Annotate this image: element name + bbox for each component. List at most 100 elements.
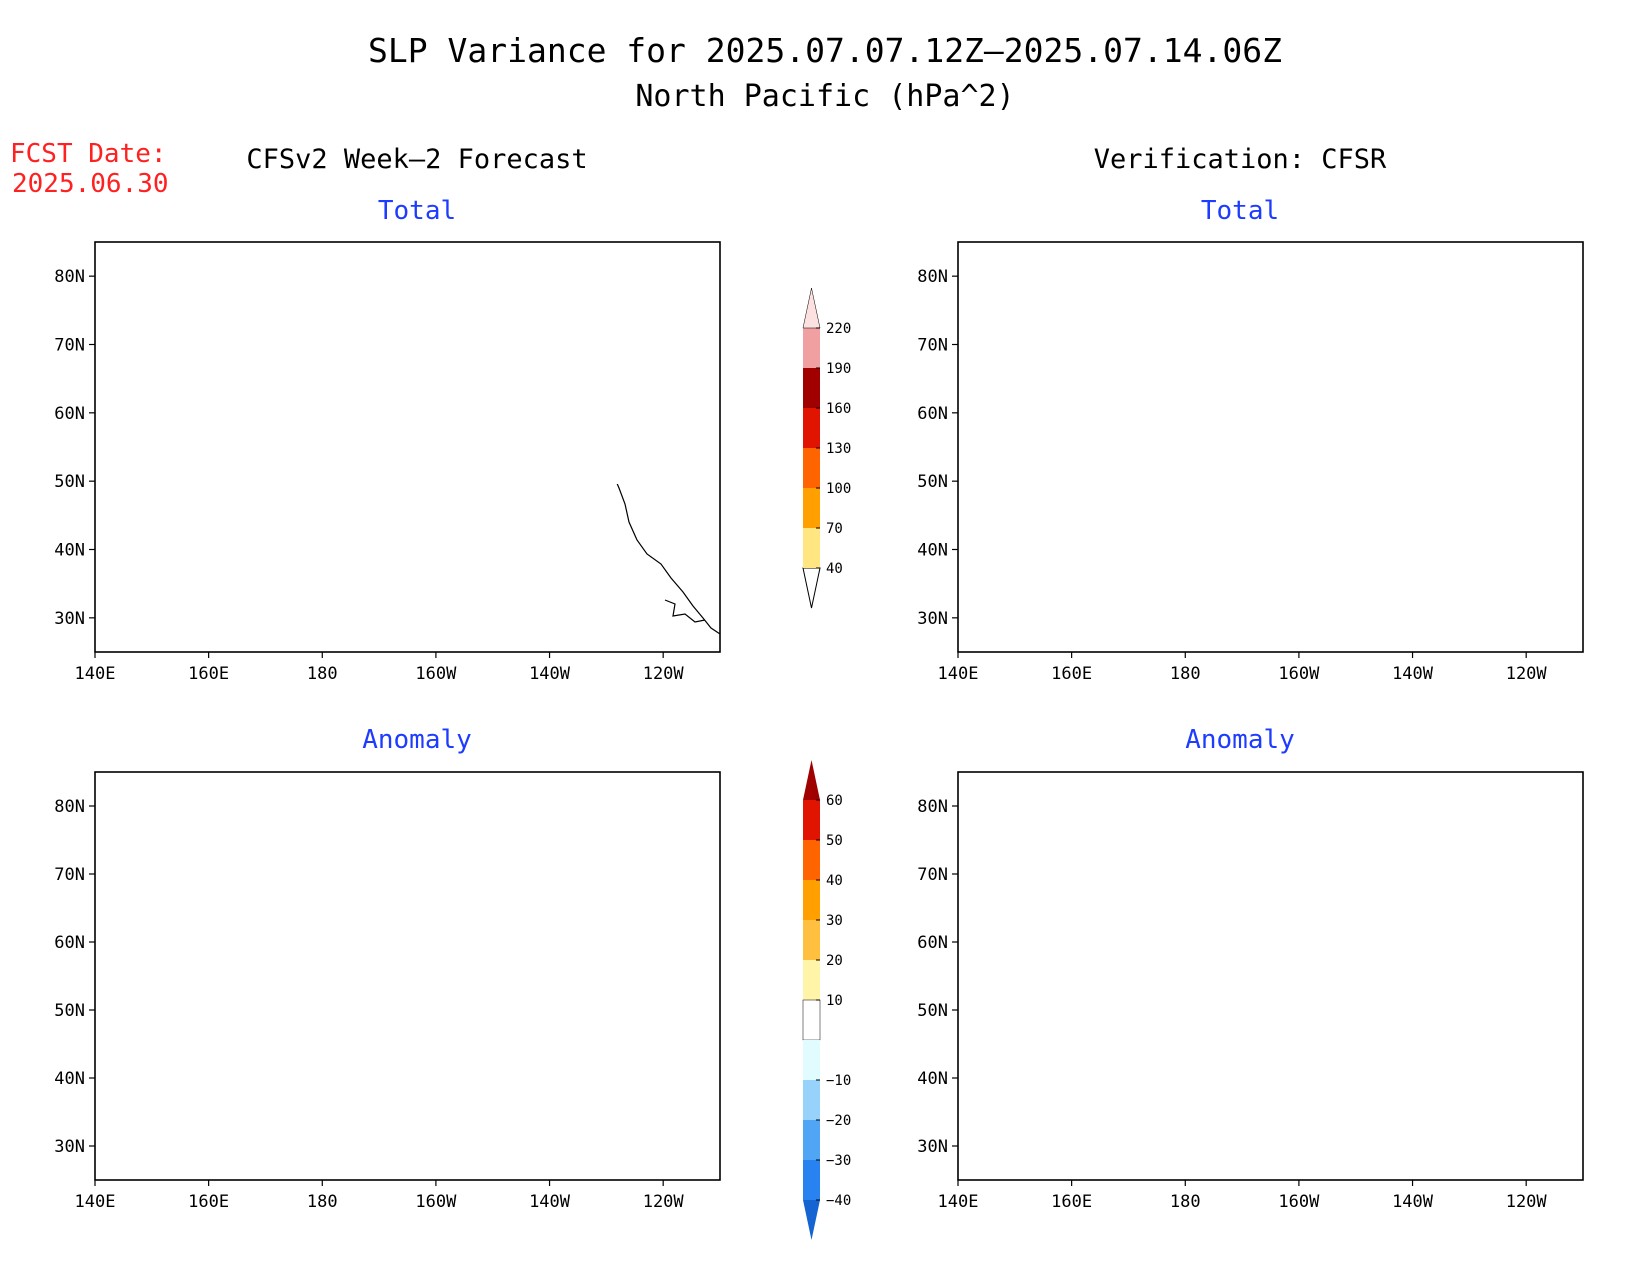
lon-tick-label: 140E <box>75 1192 116 1212</box>
fcst-date-label: FCST Date: <box>10 139 167 169</box>
colorbar-total-box <box>803 328 820 368</box>
lon-tick-label: 140W <box>1392 1192 1434 1212</box>
lon-tick-label: 160E <box>1051 664 1092 684</box>
verif-total-title: Total <box>1201 196 1279 226</box>
colorbar-anomaly-box <box>803 1080 820 1120</box>
fcst-date-value: 2025.06.30 <box>12 169 169 199</box>
colorbar-anomaly-label: 60 <box>826 793 843 809</box>
lat-tick-label: 70N <box>54 336 85 356</box>
colorbar-total-label: 190 <box>826 361 851 377</box>
verification-column-title: Verification: CFSR <box>1094 144 1387 175</box>
colorbar-total-box <box>803 408 820 448</box>
lat-tick-label: 50N <box>54 1001 85 1021</box>
lon-tick-label: 140W <box>1392 664 1434 684</box>
colorbar-anomaly-box <box>803 920 820 960</box>
lat-tick-label: 70N <box>54 865 85 885</box>
lat-tick-label: 40N <box>54 1069 85 1089</box>
figure-title-line1: SLP Variance for 2025.07.07.12Z–2025.07.… <box>368 31 1282 70</box>
forecast-total-title: Total <box>378 196 456 226</box>
lat-tick-label: 30N <box>54 609 85 629</box>
colorbar-total-box <box>803 488 820 528</box>
lat-tick-label: 30N <box>917 609 948 629</box>
verif-total-map: 80N 70N 60N 50N 40N 30N 140E 160E 180 160W 140W 12… <box>917 241 1584 684</box>
colorbar-total-label: 100 <box>826 481 851 497</box>
colorbar-anomaly-label: −30 <box>826 1153 851 1169</box>
colorbar-total-box <box>803 368 820 408</box>
lat-tick-label: 60N <box>54 404 85 424</box>
lon-tick-label: 180 <box>307 664 338 684</box>
colorbar-anomaly: 60 50 40 30 20 10 −10 −20 −30 −40 <box>802 760 851 1240</box>
lon-tick-label: 120W <box>1506 1192 1548 1212</box>
colorbar-total-label: 130 <box>826 441 851 457</box>
lat-tick-label: 40N <box>917 1069 948 1089</box>
lon-tick-label: 140W <box>529 664 571 684</box>
lat-tick-label: 50N <box>917 1001 948 1021</box>
colorbar-anomaly-box <box>803 1120 820 1160</box>
colorbar-anomaly-box <box>802 999 821 1041</box>
lon-tick-label: 120W <box>643 664 685 684</box>
verif-anomaly-map: 80N 70N 60N 50N 40N 30N 140E 160E 180 160W 140W 12… <box>917 771 1584 1212</box>
lon-tick-label: 160W <box>415 1192 457 1212</box>
lon-tick-label: 160W <box>1278 1192 1320 1212</box>
colorbar-anomaly-label: 10 <box>826 993 843 1009</box>
lat-tick-label: 80N <box>54 797 85 817</box>
forecast-total-map: 80N 70N 60N 50N 40N 30N 140E 160E 180 160W 140W 12… <box>54 241 721 684</box>
lon-tick-label: 160E <box>188 1192 229 1212</box>
lat-tick-label: 30N <box>54 1137 85 1157</box>
lat-tick-label: 30N <box>917 1137 948 1157</box>
forecast-anomaly-title: Anomaly <box>362 725 472 755</box>
lon-tick-label: 140E <box>75 664 116 684</box>
lon-tick-label: 180 <box>307 1192 338 1212</box>
colorbar-anomaly-box <box>803 960 820 1000</box>
lat-tick-label: 80N <box>917 797 948 817</box>
lat-tick-label: 50N <box>917 472 948 492</box>
lon-tick-label: 180 <box>1170 664 1201 684</box>
lat-tick-label: 80N <box>54 267 85 287</box>
colorbar-total-low-end <box>802 567 821 609</box>
lon-tick-label: 140W <box>529 1192 571 1212</box>
lon-tick-label: 140E <box>938 1192 979 1212</box>
lat-tick-label: 60N <box>54 933 85 953</box>
colorbar-total-box <box>803 448 820 488</box>
colorbar-anomaly-label: 20 <box>826 953 843 969</box>
colorbar-total-box <box>803 528 820 568</box>
colorbar-anomaly-box <box>803 800 820 840</box>
colorbar-anomaly-low-end <box>803 1200 820 1240</box>
lon-tick-label: 160W <box>415 664 457 684</box>
lat-tick-label: 50N <box>54 472 85 492</box>
colorbar-anomaly-label: −10 <box>826 1073 851 1089</box>
lat-tick-label: 60N <box>917 933 948 953</box>
colorbar-total-label: 40 <box>826 561 843 577</box>
colorbar-total-label: 160 <box>826 401 851 417</box>
lat-tick-label: 70N <box>917 336 948 356</box>
colorbar-anomaly-box <box>803 840 820 880</box>
lon-tick-label: 120W <box>1506 664 1548 684</box>
colorbar-anomaly-box <box>803 1040 820 1080</box>
colorbar-anomaly-label: −20 <box>826 1113 851 1129</box>
lon-tick-label: 120W <box>643 1192 685 1212</box>
figure-title-line2: North Pacific (hPa^2) <box>635 79 1014 114</box>
lon-tick-label: 160E <box>188 664 229 684</box>
colorbar-anomaly-box <box>803 1160 820 1200</box>
colorbar-anomaly-label: 40 <box>826 873 843 889</box>
colorbar-anomaly-label: 50 <box>826 833 843 849</box>
lon-tick-label: 160E <box>1051 1192 1092 1212</box>
lat-tick-label: 70N <box>917 865 948 885</box>
colorbar-anomaly-label: −40 <box>826 1193 851 1209</box>
colorbar-total-high-end <box>802 287 821 329</box>
lat-tick-label: 40N <box>917 541 948 561</box>
colorbar-anomaly-high-end <box>803 760 820 800</box>
colorbar-total: 40 70 100 130 160 190 220 <box>802 287 851 609</box>
lon-tick-label: 160W <box>1278 664 1320 684</box>
colorbar-total-label: 220 <box>826 321 851 337</box>
lat-tick-label: 80N <box>917 267 948 287</box>
colorbar-anomaly-box <box>803 880 820 920</box>
verif-anomaly-title: Anomaly <box>1185 725 1295 755</box>
lat-tick-label: 60N <box>917 404 948 424</box>
forecast-anomaly-map: 80N 70N 60N 50N 40N 30N 140E 160E 180 160W 140W 12… <box>54 771 721 1212</box>
lon-tick-label: 180 <box>1170 1192 1201 1212</box>
forecast-column-title: CFSv2 Week–2 Forecast <box>246 144 587 175</box>
colorbar-total-label: 70 <box>826 521 843 537</box>
colorbar-anomaly-label: 30 <box>826 913 843 929</box>
